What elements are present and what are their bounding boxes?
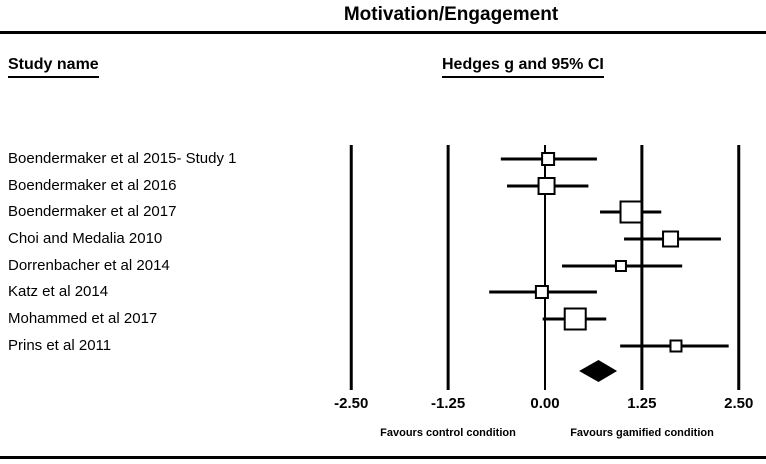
effect-square (534, 285, 549, 299)
study-label: Choi and Medalia 2010 (8, 230, 163, 247)
effect-size-column-header: Hedges g and 95% CI (442, 56, 604, 78)
effect-square (619, 200, 643, 224)
effect-square (563, 307, 587, 331)
favours-control-label: Favours control condition (380, 427, 516, 439)
title-divider-line (0, 31, 766, 34)
effect-square (669, 339, 683, 353)
axis-tick-label: 0.00 (530, 395, 560, 412)
bottom-border-line (0, 456, 766, 459)
effect-square (541, 152, 556, 166)
study-label: Dorrenbacher et al 2014 (8, 257, 170, 274)
study-label: Boendermaker et al 2017 (8, 203, 177, 220)
effect-square (614, 260, 627, 272)
summary-diamond (579, 360, 618, 382)
study-label: Katz et al 2014 (8, 283, 109, 300)
axis-tick-label: -2.50 (334, 395, 369, 412)
study-label: Prins et al 2011 (8, 337, 112, 354)
axis-tick-label: 1.25 (627, 395, 657, 412)
effect-square (662, 230, 680, 248)
study-label: Boendermaker et al 2015- Study 1 (8, 150, 237, 167)
axis-tick-label: 2.50 (724, 395, 754, 412)
study-name-column-header: Study name (8, 56, 99, 78)
study-label: Boendermaker et al 2016 (8, 177, 177, 194)
chart-title: Motivation/Engagement (343, 4, 559, 25)
favours-gamified-label: Favours gamified condition (570, 427, 714, 439)
study-label: Mohammed et al 2017 (8, 310, 158, 327)
effect-square (537, 177, 556, 195)
axis-tick-label: -1.25 (431, 395, 466, 412)
